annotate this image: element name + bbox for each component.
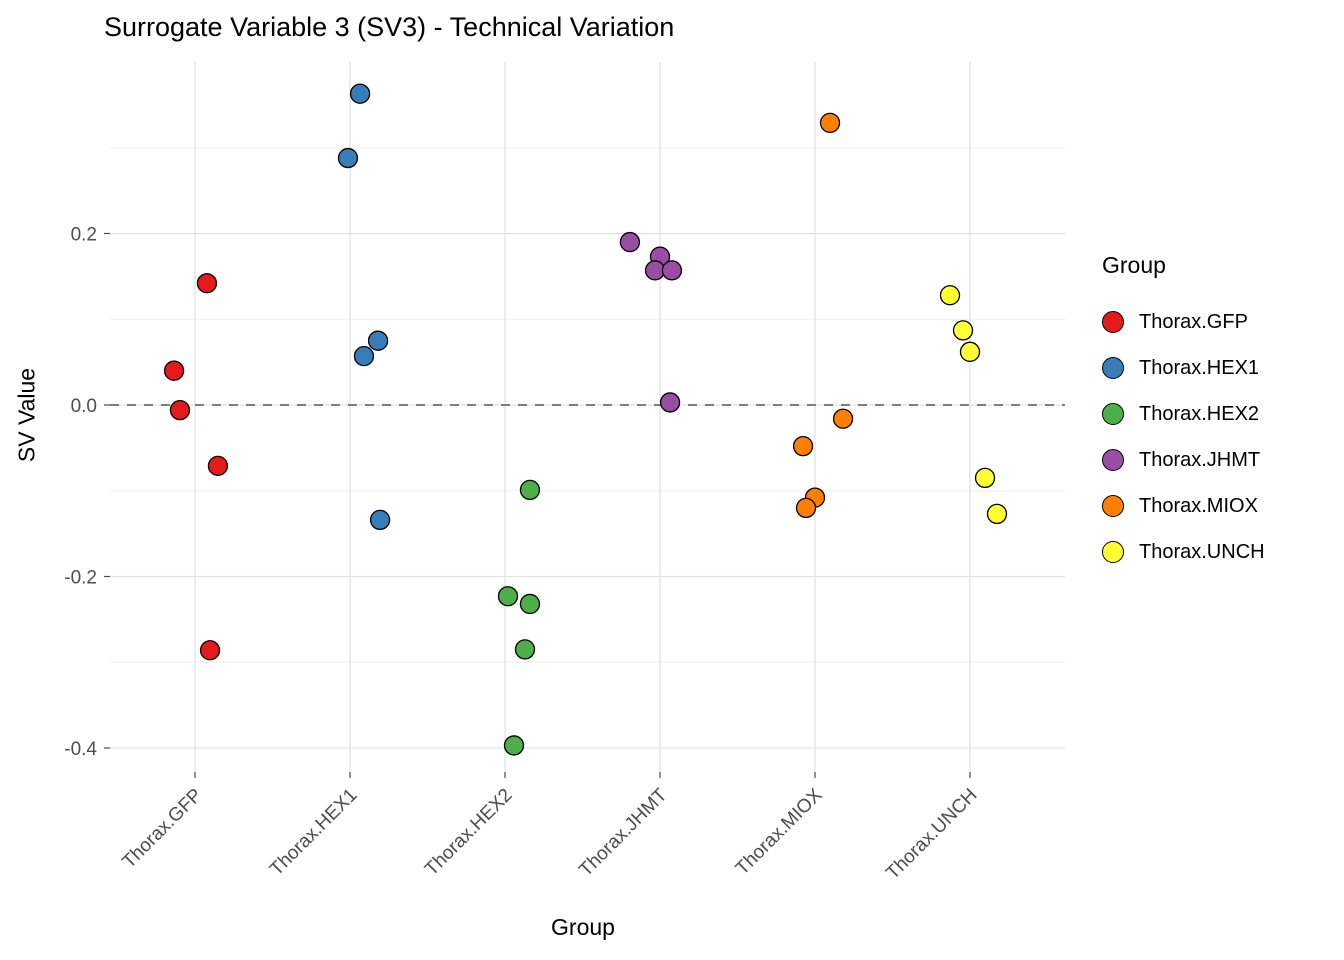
- data-point-Thorax.JHMT: [619, 231, 641, 253]
- legend-label: Thorax.UNCH: [1139, 540, 1265, 563]
- y-tick-label: 0.2: [71, 225, 97, 246]
- data-point-Thorax.GFP: [207, 455, 229, 477]
- data-point-Thorax.UNCH: [939, 285, 961, 306]
- data-point-Thorax.UNCH: [974, 467, 996, 489]
- legend-key-icon: [1102, 357, 1124, 379]
- legend: Group Thorax.GFP Thorax.HEX1 Thorax.HEX2 Th…: [1102, 252, 1265, 575]
- legend-entry-Thorax.GFP: Thorax.GFP: [1102, 299, 1265, 345]
- data-point-Thorax.MIOX: [819, 112, 841, 134]
- data-point-Thorax.GFP: [196, 273, 218, 294]
- data-point-Thorax.HEX2: [519, 593, 541, 615]
- legend-entries: Thorax.GFP Thorax.HEX1 Thorax.HEX2 Thorax.J…: [1102, 299, 1265, 575]
- legend-key-icon: [1102, 449, 1124, 471]
- data-point-Thorax.MIOX: [795, 497, 817, 519]
- y-axis-title: SV Value: [13, 367, 40, 463]
- x-tick-label: Thorax.GFP: [119, 785, 207, 873]
- legend-entry-Thorax.HEX1: Thorax.HEX1: [1102, 345, 1265, 391]
- data-point-Thorax.HEX1: [367, 330, 389, 351]
- x-tick-label: Thorax.HEX1: [266, 785, 361, 880]
- data-point-Thorax.MIOX: [792, 436, 814, 457]
- data-point-Thorax.JHMT: [661, 260, 683, 281]
- legend-key-icon: [1102, 403, 1124, 425]
- data-point-Thorax.GFP: [169, 399, 191, 421]
- legend-entry-Thorax.HEX2: Thorax.HEX2: [1102, 391, 1265, 437]
- x-tick-label: Thorax.MIOX: [732, 784, 827, 879]
- data-point-Thorax.HEX1: [369, 509, 391, 531]
- legend-entry-Thorax.JHMT: Thorax.JHMT: [1102, 437, 1265, 483]
- y-tick-label: -0.2: [64, 568, 97, 589]
- legend-label: Thorax.HEX2: [1139, 402, 1260, 425]
- data-point-Thorax.HEX2: [497, 586, 519, 607]
- data-point-Thorax.HEX1: [337, 147, 359, 169]
- x-tick-label: Thorax.JHMT: [575, 784, 671, 880]
- legend-title: Group: [1102, 252, 1166, 278]
- data-point-Thorax.UNCH: [959, 341, 981, 362]
- x-tick-label: Thorax.UNCH: [882, 785, 981, 884]
- legend-entry-Thorax.MIOX: Thorax.MIOX: [1102, 483, 1265, 529]
- x-axis-title: Group: [551, 914, 615, 940]
- data-point-Thorax.JHMT: [659, 392, 681, 413]
- data-point-Thorax.GFP: [163, 360, 185, 381]
- legend-key-icon: [1102, 311, 1124, 333]
- x-tick-label: Thorax.HEX2: [421, 785, 516, 880]
- legend-label: Thorax.GFP: [1139, 310, 1248, 333]
- legend-label: Thorax.HEX1: [1139, 356, 1260, 379]
- data-point-Thorax.GFP: [199, 640, 221, 661]
- legend-label: Thorax.JHMT: [1139, 448, 1261, 471]
- data-point-Thorax.HEX2: [503, 735, 525, 756]
- data-point-Thorax.UNCH: [952, 320, 974, 341]
- data-point-Thorax.HEX2: [514, 639, 536, 660]
- data-point-Thorax.HEX2: [519, 479, 541, 501]
- data-point-Thorax.HEX1: [349, 83, 371, 104]
- legend-key-icon: [1102, 541, 1124, 563]
- legend-label: Thorax.MIOX: [1139, 494, 1258, 517]
- chart-title: Surrogate Variable 3 (SV3) - Technical V…: [104, 12, 675, 42]
- data-point-Thorax.HEX1: [353, 345, 375, 367]
- legend-key-icon: [1102, 495, 1124, 517]
- data-point-Thorax.JHMT: [644, 260, 666, 281]
- data-point-Thorax.UNCH: [986, 503, 1008, 525]
- y-tick-label: -0.4: [64, 739, 97, 760]
- data-point-Thorax.MIOX: [832, 408, 854, 429]
- y-tick-label: 0.0: [71, 396, 97, 417]
- legend-entry-Thorax.UNCH: Thorax.UNCH: [1102, 529, 1265, 575]
